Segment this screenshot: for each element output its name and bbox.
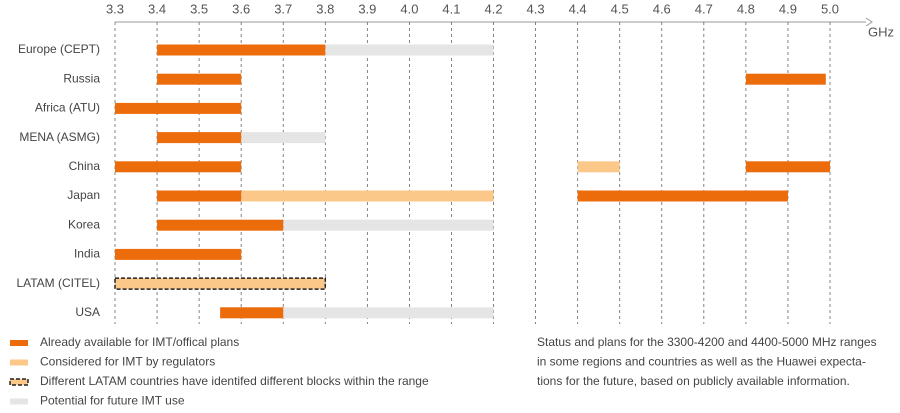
x-tick-label: 4.6 <box>653 1 671 16</box>
x-tick-label: 4.0 <box>400 1 418 16</box>
x-tick-label: 4.3 <box>527 1 545 16</box>
category-label: MENA (ASMG) <box>19 130 100 144</box>
legend-label: Already available for IMT/offical plans <box>40 335 239 349</box>
range-bar <box>115 102 242 114</box>
legend-label: Different LATAM countries have identifed… <box>40 374 429 388</box>
x-tick-label: 4.4 <box>569 1 587 16</box>
x-tick-label: 3.9 <box>358 1 376 16</box>
range-bar <box>220 307 284 319</box>
category-label: Japan <box>67 188 100 202</box>
category-label: Europe (CEPT) <box>18 42 100 56</box>
x-tick-label: 4.8 <box>737 1 755 16</box>
legend-label: Considered for IMT by regulators <box>40 355 215 369</box>
category-label: Africa (ATU) <box>35 101 100 115</box>
note-line: in some regions and countries as well as… <box>537 355 866 369</box>
x-tick-label: 5.0 <box>821 1 839 16</box>
range-bar <box>283 219 494 231</box>
x-tick-label: 4.2 <box>484 1 502 16</box>
legend-swatch <box>10 359 28 366</box>
x-tick-label: 3.3 <box>106 1 124 16</box>
x-tick-label: 3.6 <box>232 1 250 16</box>
range-bar <box>577 161 620 173</box>
legend-label: Potential for future IMT use <box>40 394 185 408</box>
legend-swatch <box>9 378 29 386</box>
legend-swatch <box>10 340 28 346</box>
category-label: India <box>74 247 100 261</box>
range-bar <box>115 248 242 260</box>
range-bar <box>115 161 242 173</box>
range-bar <box>745 73 826 85</box>
range-bar <box>241 132 326 144</box>
category-label: Korea <box>68 217 100 231</box>
range-bar <box>157 132 242 144</box>
range-bar <box>241 190 494 202</box>
x-tick-label: 4.7 <box>695 1 713 16</box>
x-axis-label: GHz <box>868 24 894 39</box>
x-tick-label: 4.1 <box>442 1 460 16</box>
range-bar <box>745 161 830 173</box>
range-bar <box>325 44 494 56</box>
range-bar <box>157 73 242 85</box>
range-bar <box>577 190 788 202</box>
category-label: China <box>69 159 101 173</box>
range-bar <box>157 190 242 202</box>
range-bar <box>157 219 284 231</box>
note-line: Status and plans for the 3300-4200 and 4… <box>537 335 877 349</box>
x-tick-label: 3.7 <box>274 1 292 16</box>
x-tick-label: 4.9 <box>779 1 797 16</box>
note-line: tions for the future, based on publicly … <box>537 374 850 388</box>
legend-swatch <box>10 398 28 405</box>
category-label: LATAM (CITEL) <box>16 276 100 290</box>
x-tick-label: 3.4 <box>148 1 166 16</box>
x-tick-label: 4.5 <box>611 1 629 16</box>
category-label: USA <box>75 305 100 319</box>
x-tick-label: 3.5 <box>190 1 208 16</box>
axis-arrow <box>865 17 873 27</box>
x-tick-label: 3.8 <box>316 1 334 16</box>
range-bar <box>220 307 494 319</box>
range-bar <box>114 277 327 290</box>
category-label: Russia <box>63 71 100 85</box>
range-bar <box>157 44 326 56</box>
